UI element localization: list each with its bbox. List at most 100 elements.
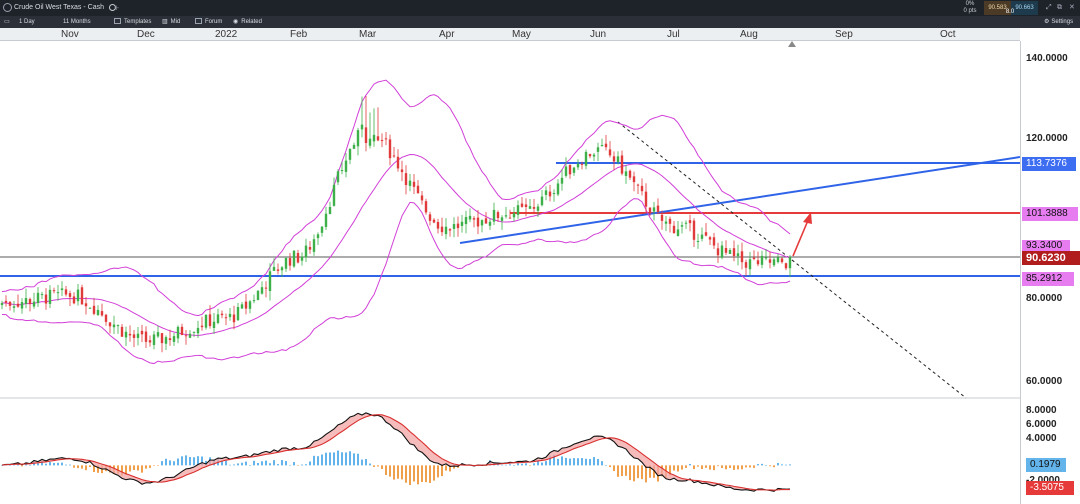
month-label: Oct [940,29,956,40]
candle-body [492,209,496,222]
month-label: May [512,29,531,40]
macd-histogram-bar [745,465,747,468]
candle-body [224,317,228,319]
candle-body [552,193,556,195]
bollinger-middle [1,154,791,336]
add-tab-button[interactable]: + [114,3,120,13]
price-tick: 60.0000 [1026,376,1063,387]
macd-histogram-bar [89,465,91,467]
candle-body [44,294,48,304]
price-chart[interactable] [0,41,1020,504]
related-button[interactable]: ◉ Related [233,16,262,28]
candle-body [644,191,648,207]
toolbar-icon: ▭ [4,19,10,25]
macd-histogram-bar [441,465,443,477]
templates-button[interactable]: Templates [114,16,151,28]
candle-body [176,326,180,339]
candle-body [400,169,404,173]
trendline-down[interactable] [617,121,967,399]
macd-tick: 6.0000 [1026,419,1057,430]
macd-histogram-bar [409,465,411,486]
macd-histogram-bar [773,465,775,468]
chart-toolbar: ▭ 1 Day 11 Months Templates ▥ Mid Forum ◉… [0,16,1080,28]
buy-price-button[interactable]: 90.663 [1011,1,1038,15]
candle-body [316,234,320,239]
candle-body [788,257,792,269]
candle-body [52,290,56,292]
macd-value-label: -3.5075 [1026,481,1074,495]
trendline-up[interactable] [459,156,1020,244]
macd-histogram-bar [161,461,163,466]
candle-body [72,296,76,304]
macd-histogram-bar [673,465,675,471]
macd-histogram-bar [545,461,547,466]
macd-histogram-bar [349,451,351,466]
macd-histogram-bar [581,458,583,466]
macd-histogram-bar [685,465,687,468]
projection-arrow [792,217,810,257]
macd-histogram-bar [325,452,327,466]
candle-body [260,287,264,294]
candle-body [384,138,388,140]
settings-button[interactable]: ⚙ Settings [1044,16,1073,28]
macd-histogram-bar [193,457,195,466]
candle-body [300,256,304,261]
forum-button[interactable]: Forum [195,16,222,28]
candle-body [576,163,580,168]
candle-body [608,149,612,156]
macd-histogram-bar [69,464,71,466]
macd-histogram-bar [537,460,539,466]
macd-histogram-bar [237,463,239,466]
candle-body [440,226,444,233]
interval-select[interactable]: 1 Day [19,19,35,25]
macd-histogram-bar [633,465,635,482]
candle-body [456,223,460,229]
candle-body [328,207,332,215]
macd-histogram-bar [337,450,339,466]
macd-histogram-bar [681,465,683,470]
candle-body [428,214,432,221]
candle-body [632,176,636,183]
candle-body [116,325,120,327]
macd-histogram-bar [173,461,175,466]
macd-histogram-bar [577,458,579,466]
instrument-tab[interactable]: Crude Oil West Texas - Cash [3,0,116,16]
macd-histogram-bar [21,465,23,467]
close-icon[interactable]: ✕ [1069,4,1075,11]
mid-button[interactable]: ▥ Mid [162,16,180,28]
candle-body [288,258,292,266]
candle-body [540,196,544,206]
search-icon[interactable] [108,3,116,11]
macd-histogram-bar [369,463,371,466]
macd-histogram-bar [717,465,719,467]
candle-body [92,305,96,314]
candle-body [240,304,244,309]
candle-body [656,205,660,212]
macd-histogram-bar [133,465,135,471]
candle-body [716,248,720,256]
range-select[interactable]: 11 Months [63,19,91,25]
candle-body [100,311,104,316]
macd-histogram-bar [93,465,95,473]
popout-icon[interactable]: ⧉ [1057,4,1062,11]
expand-icon[interactable]: ⤢ [1046,4,1052,11]
macd-histogram-bar [437,465,439,478]
candle-body [572,167,576,173]
candle-body [12,306,16,308]
candle-body [520,203,524,207]
macd-histogram-bar [645,465,647,483]
candle-body [244,301,248,309]
macd-histogram-bar [73,465,75,468]
macd-histogram-bar [201,456,203,466]
candle-body [204,314,208,328]
candle-body [248,301,252,309]
candle-body [776,257,780,263]
scroll-to-latest-icon[interactable] [788,41,796,47]
sell-price-button[interactable]: 90.583 [984,1,1011,15]
candle-body [536,206,540,211]
candle-body [136,333,140,338]
candle-body [36,292,40,304]
candle-body [412,181,416,187]
candle-body [484,218,488,224]
macd-histogram-bar [433,465,435,481]
